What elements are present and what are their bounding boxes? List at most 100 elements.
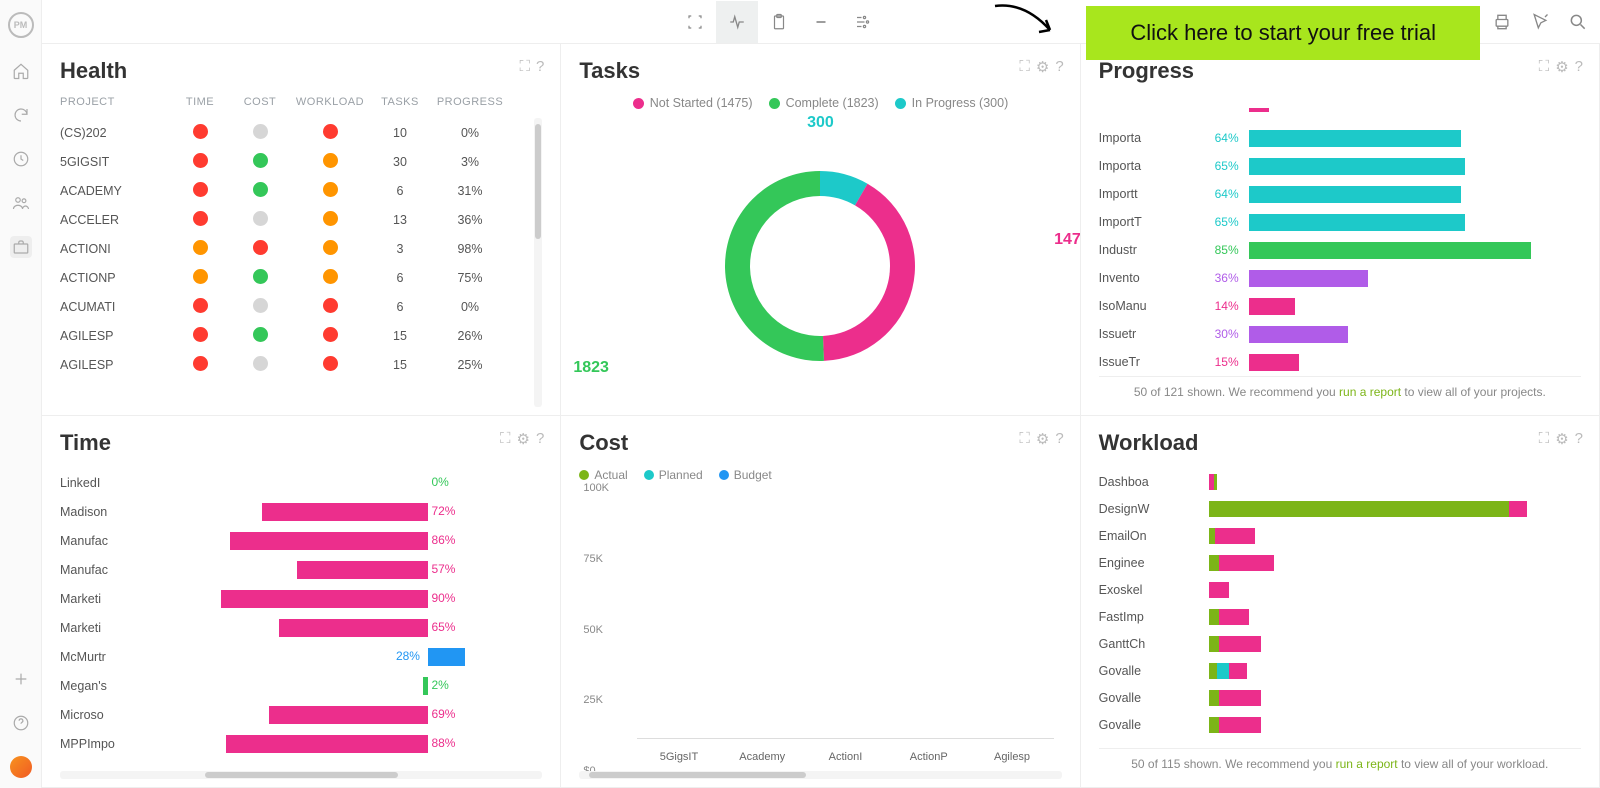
list-item[interactable]: Madison 72% [60,497,542,526]
list-item[interactable]: ImportT65% [1099,208,1581,236]
table-row[interactable]: (CS)202 100% [60,118,542,147]
list-item[interactable]: Govalle [1099,684,1581,711]
list-item[interactable]: Dashboa [1099,468,1581,495]
table-row[interactable]: ACADEMY 631% [60,176,542,205]
help-icon[interactable]: ? [536,58,544,75]
help-icon[interactable] [10,712,32,734]
scrollbar[interactable] [579,771,1061,779]
donut-label-inprogress: 300 [807,114,834,132]
list-item[interactable]: Microso 69% [60,700,542,729]
list-item[interactable]: Invento36% [1099,264,1581,292]
left-nav: PM [0,0,42,788]
panel-cost: Cost ⛶ ⚙? ActualPlannedBudget 100K75K50K2… [561,416,1080,788]
expand-icon[interactable]: ⛶ [519,58,530,75]
tool-pulse-icon[interactable] [716,1,758,43]
logo: PM [8,12,34,38]
refresh-icon[interactable] [10,104,32,126]
gear-icon[interactable]: ⚙ [1036,430,1049,448]
list-item[interactable]: Importa65% [1099,152,1581,180]
avatar[interactable] [10,756,32,778]
progress-rows: Importa64%Importa65%Importt64%ImportT65%… [1099,96,1581,376]
list-item[interactable]: EmailOn [1099,522,1581,549]
cursor-icon[interactable] [1528,10,1552,34]
table-row[interactable]: 5GIGSIT 303% [60,147,542,176]
tool-scan-icon[interactable] [674,1,716,43]
expand-icon[interactable]: ⛶ [1539,58,1550,76]
tool-clipboard-icon[interactable] [758,1,800,43]
help-icon[interactable]: ? [1055,430,1063,448]
panel-title: Cost [579,430,1061,456]
help-icon[interactable]: ? [1575,430,1583,448]
table-row[interactable]: ACUMATI 60% [60,292,542,321]
panel-title: Progress [1099,58,1581,84]
expand-icon[interactable]: ⛶ [1539,430,1550,448]
list-item[interactable]: IssueTr15% [1099,348,1581,376]
list-item[interactable]: Manufac 57% [60,555,542,584]
list-item[interactable]: Enginee [1099,549,1581,576]
workload-footer: 50 of 115 shown. We recommend you run a … [1099,748,1581,779]
panel-health: Health ⛶? PROJECTTIMECOSTWORKLOADTASKSPR… [42,44,561,416]
gear-icon[interactable]: ⚙ [1555,430,1568,448]
list-item[interactable]: Marketi 90% [60,584,542,613]
expand-icon[interactable]: ⛶ [1019,430,1030,448]
clock-icon[interactable] [10,148,32,170]
list-item[interactable]: McMurtr 28% [60,642,542,671]
table-row[interactable]: ACTIONI 398% [60,234,542,263]
list-item[interactable]: IsoManu14% [1099,292,1581,320]
run-report-link[interactable]: run a report [1336,757,1398,771]
tool-flow-icon[interactable] [842,1,884,43]
panel-tasks: Tasks ⛶⚙? Not Started (1475)Complete (18… [561,44,1080,416]
time-rows: LinkedI 0%Madison 72%Manufac 86%Manufac … [60,468,542,771]
people-icon[interactable] [10,192,32,214]
list-item[interactable]: Issuetr30% [1099,320,1581,348]
list-item[interactable]: LinkedI 0% [60,468,542,497]
list-item[interactable]: FastImp [1099,603,1581,630]
help-icon[interactable]: ? [1575,58,1583,76]
scrollbar[interactable] [534,118,542,407]
briefcase-icon[interactable] [10,236,32,258]
list-item[interactable]: Importt64% [1099,180,1581,208]
help-icon[interactable]: ? [1055,58,1063,76]
list-item[interactable]: MPPImpo 88% [60,729,542,758]
panel-title: Health [60,58,542,84]
tasks-donut: 300 1475 1823 [579,114,1061,407]
run-report-link[interactable]: run a report [1339,385,1401,399]
donut-label-complete: 1823 [573,359,609,377]
gear-icon[interactable]: ⚙ [1555,58,1568,76]
search-icon[interactable] [1566,10,1590,34]
list-item[interactable]: Govalle [1099,711,1581,738]
table-row[interactable]: ACCELER 1336% [60,205,542,234]
list-item[interactable]: DesignW [1099,495,1581,522]
gear-icon[interactable]: ⚙ [1036,58,1049,76]
list-item[interactable]: Megan's 2% [60,671,542,700]
home-icon[interactable] [10,60,32,82]
table-row[interactable]: AGILESP 1526% [60,321,542,350]
help-icon[interactable]: ? [536,430,544,448]
workload-rows: DashboaDesignWEmailOnEngineeExoskelFastI… [1099,468,1581,748]
list-item[interactable]: Marketi 65% [60,613,542,642]
list-item[interactable]: Importa64% [1099,124,1581,152]
health-rows: (CS)202 100%5GIGSIT 303%ACADEMY 631%ACCE… [60,118,542,407]
plus-icon[interactable] [10,668,32,690]
gear-icon[interactable]: ⚙ [517,430,530,448]
table-row[interactable]: ACTIONP 675% [60,263,542,292]
cost-chart: 100K75K50K25K$05GigsITAcademyActionIActi… [579,488,1061,771]
list-item[interactable]: GanttCh [1099,630,1581,657]
panel-progress: Progress ⛶ ⚙? Importa64%Importa65%Importt… [1081,44,1600,416]
list-item[interactable]: Manufac 86% [60,526,542,555]
tool-minus-icon[interactable] [800,1,842,43]
donut-label-notstarted: 1475 [1054,231,1081,249]
expand-icon[interactable]: ⛶ [1019,58,1030,76]
list-item[interactable]: Exoskel [1099,576,1581,603]
table-row[interactable]: AGILESP 1525% [60,350,542,379]
print-icon[interactable] [1490,10,1514,34]
tasks-legend: Not Started (1475)Complete (1823)In Prog… [579,96,1061,110]
health-columns: PROJECTTIMECOSTWORKLOADTASKSPROGRESS [60,96,542,108]
cta-banner[interactable]: Click here to start your free trial [1086,6,1480,60]
expand-icon[interactable]: ⛶ [500,430,511,448]
list-item[interactable]: Govalle [1099,657,1581,684]
panel-title: Time [60,430,542,456]
scrollbar[interactable] [60,771,542,779]
cost-legend: ActualPlannedBudget [579,468,1061,482]
list-item[interactable]: Industr85% [1099,236,1581,264]
